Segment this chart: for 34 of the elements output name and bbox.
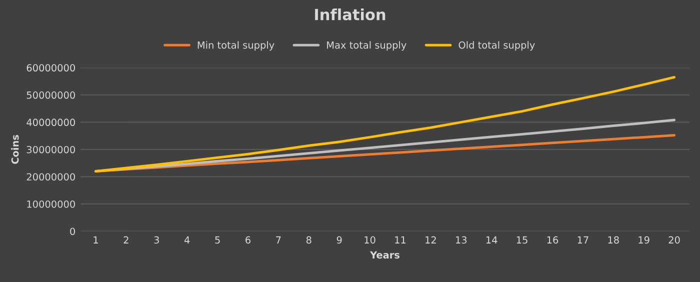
x-tick-label: 18 — [608, 236, 619, 244]
x-tick-label: 9 — [336, 236, 342, 244]
y-axis-title: Coins — [11, 134, 19, 164]
x-tick-label: 2 — [124, 236, 128, 244]
x-tick-label: 20 — [668, 236, 680, 244]
y-tick-label: 20000000 — [26, 173, 75, 181]
x-tick-label: 4 — [184, 236, 190, 244]
x-tick-label: 10 — [364, 236, 376, 244]
y-tick-label: 60000000 — [26, 64, 75, 72]
x-tick-label: 5 — [215, 236, 220, 244]
x-tick-label: 15 — [516, 236, 528, 244]
x-tick-label: 1 — [94, 236, 98, 244]
legend-label: Min total supply — [198, 41, 274, 51]
x-tick-label: 13 — [456, 236, 467, 244]
chart-title: Inflation — [315, 8, 386, 20]
x-tick-label: 12 — [426, 236, 436, 244]
y-tick-label: 50000000 — [26, 91, 75, 99]
x-tick-label: 16 — [547, 236, 558, 244]
x-axis-title: Years — [370, 251, 400, 259]
x-tick-label: 3 — [154, 236, 159, 244]
x-tick-label: 7 — [276, 236, 281, 244]
line-series — [94, 76, 676, 173]
y-tick-label: 40000000 — [26, 118, 75, 126]
y-tick-label: 0 — [70, 228, 75, 236]
x-tick-label: 11 — [395, 236, 406, 244]
x-tick-label: 17 — [578, 236, 588, 244]
y-tick-label: 10000000 — [27, 200, 75, 208]
legend-label: Max total supply — [327, 41, 406, 51]
x-tick-label: 6 — [246, 236, 250, 244]
y-tick-label: 30000000 — [26, 146, 75, 154]
legend-label: Old total supply — [458, 41, 535, 51]
x-tick-label: 14 — [486, 236, 498, 244]
x-tick-label: 19 — [638, 236, 650, 244]
x-tick-label: 8 — [306, 236, 312, 244]
